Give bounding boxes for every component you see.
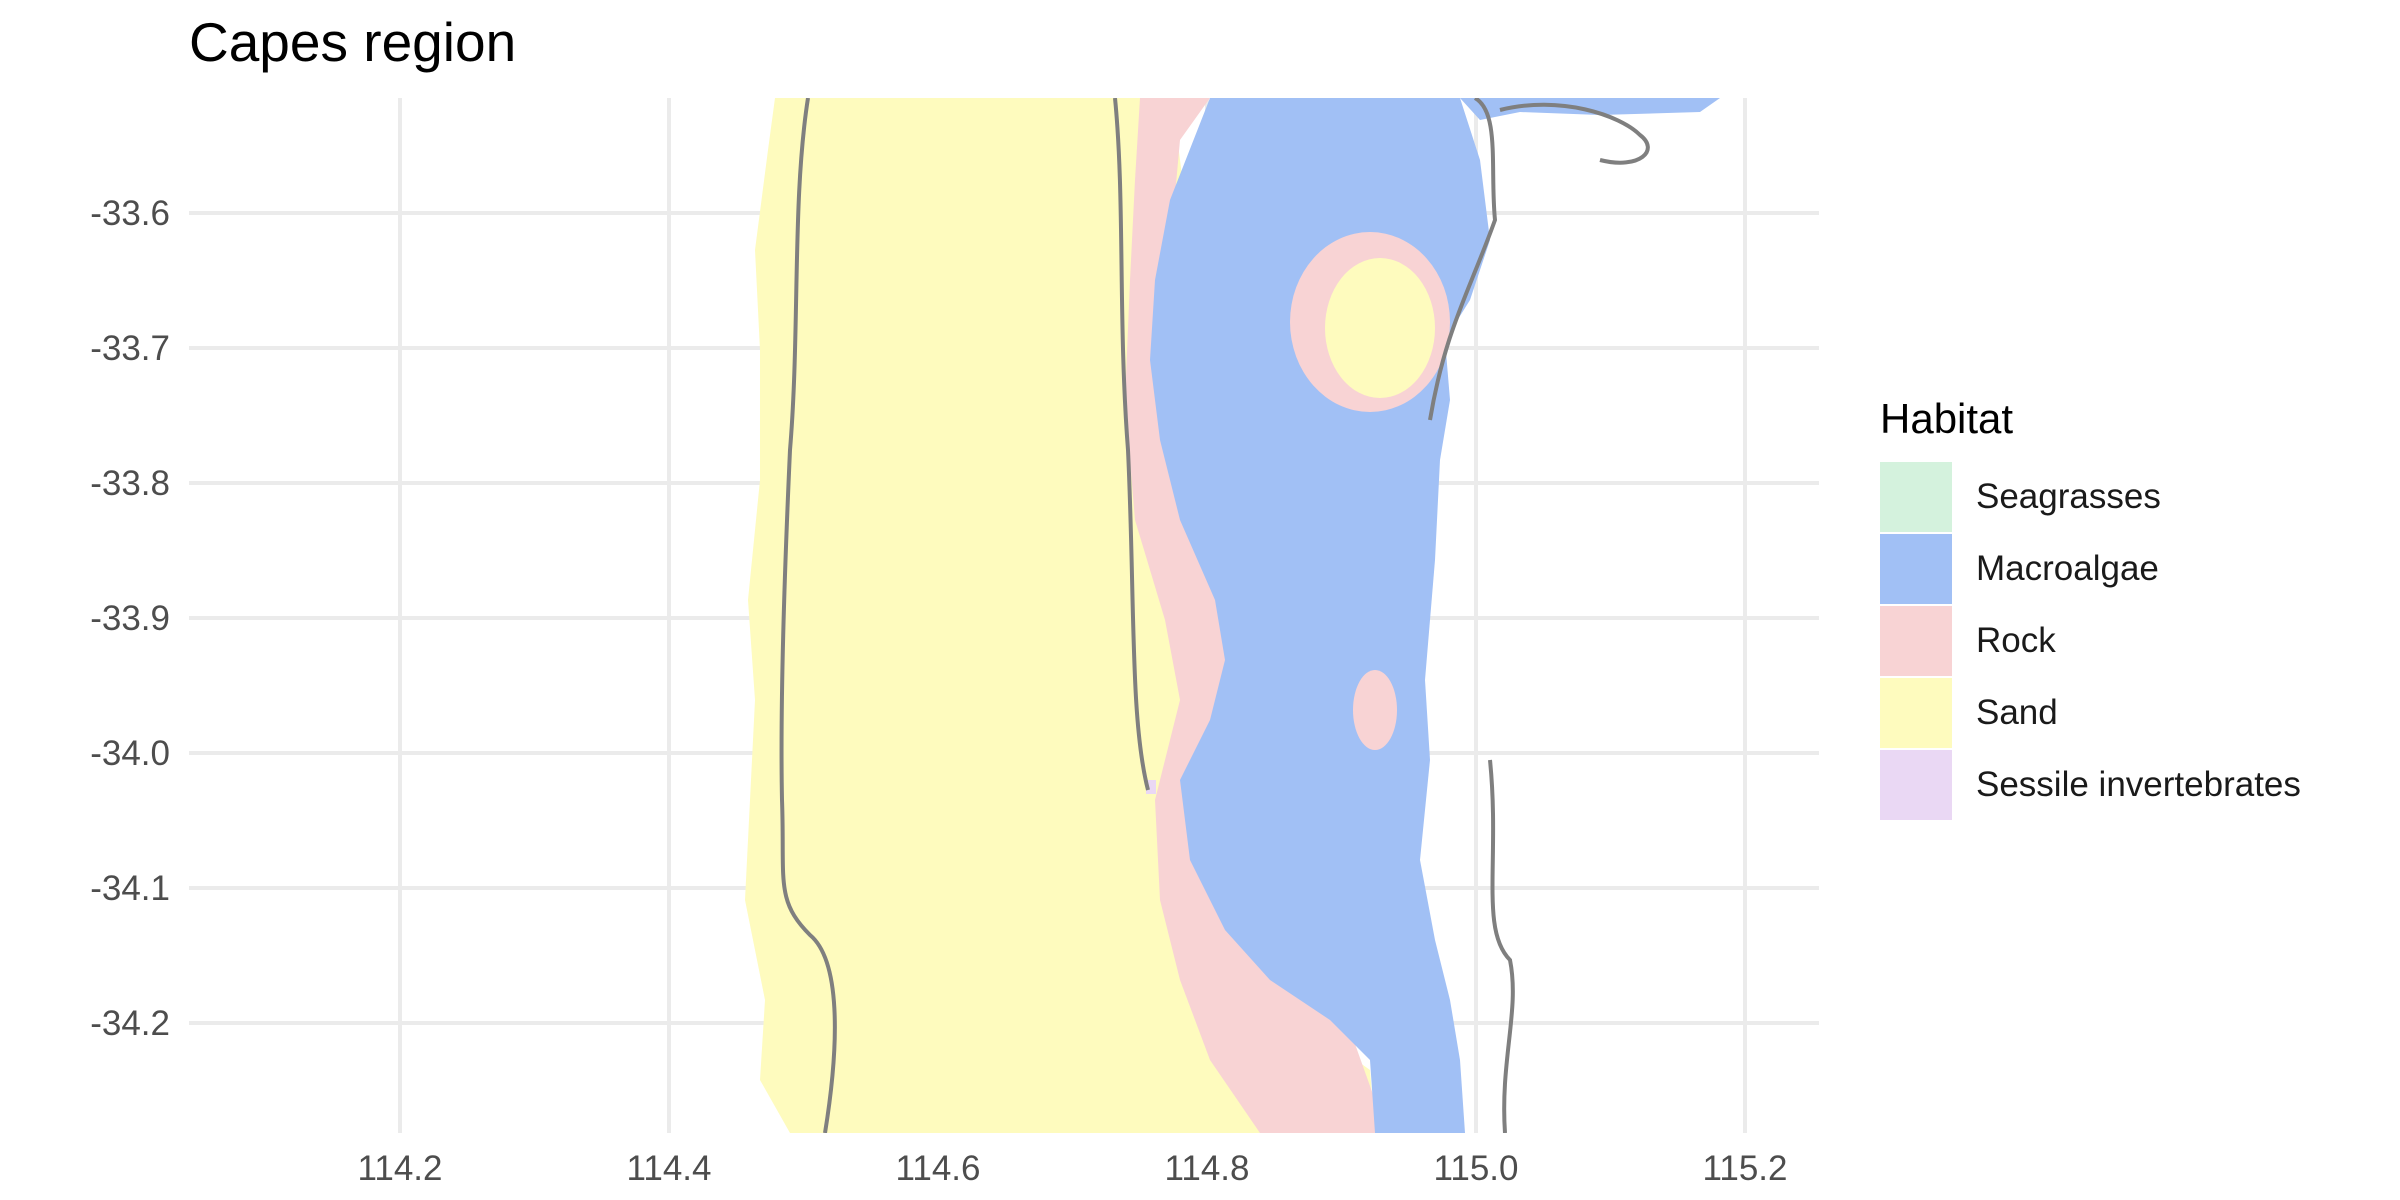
legend-title: Habitat	[1880, 395, 2014, 442]
rock-area	[1125, 98, 1375, 1133]
contour-coast	[1428, 98, 1498, 421]
contour-west	[779, 98, 837, 1133]
x-tick-label: 114.2	[358, 1149, 443, 1188]
legend-item: Sand	[1880, 677, 2301, 749]
x-tick-label: 114.8	[1165, 1149, 1250, 1188]
legend-label: Macroalgae	[1976, 549, 2159, 588]
contour-cape-north	[1499, 102, 1650, 165]
y-tick-label: -34.0	[90, 734, 170, 773]
bathymetry-contours	[779, 98, 1650, 1133]
x-tick-label: 115.0	[1434, 1149, 1519, 1188]
x-tick-label: 115.2	[1703, 1149, 1788, 1188]
map-title: Capes region	[189, 11, 517, 73]
sand-island	[1325, 258, 1435, 398]
contour-coast-south	[1488, 759, 1515, 1133]
legend-swatch	[1880, 534, 1952, 604]
legend-item: Rock	[1880, 605, 2301, 677]
y-tick-label: -34.2	[90, 1004, 170, 1043]
sand-area	[745, 98, 1375, 1133]
y-tick-label: -33.8	[90, 464, 170, 503]
legend-items: Seagrasses Macroalgae Rock Sand Sessile inve…	[1880, 461, 2301, 821]
y-tick-label: -34.1	[90, 869, 170, 908]
legend-item: Seagrasses	[1880, 461, 2301, 533]
legend-swatch	[1880, 750, 1952, 820]
legend-swatch	[1880, 678, 1952, 748]
legend-label: Sand	[1976, 693, 2058, 732]
legend-swatch	[1880, 462, 1952, 532]
x-axis: 114.2 114.4 114.6 114.8 115.0 115.2	[358, 1149, 1788, 1188]
legend-item: Sessile invertebrates	[1880, 749, 2301, 821]
sessile-patch	[1146, 780, 1156, 794]
y-axis: -33.6 -33.7 -33.8 -33.9 -34.0 -34.1 -34.2	[90, 194, 170, 1043]
legend: Habitat Seagrasses Macroalgae Rock Sand Sess…	[1880, 395, 2301, 821]
contour-middle	[1113, 98, 1150, 791]
y-tick-label: -33.6	[90, 194, 170, 233]
legend-label: Rock	[1976, 621, 2056, 660]
legend-swatch	[1880, 606, 1952, 676]
legend-label: Sessile invertebrates	[1976, 765, 2301, 804]
rock-patch	[1353, 670, 1397, 750]
x-tick-label: 114.4	[627, 1149, 712, 1188]
y-tick-label: -33.7	[90, 329, 170, 368]
legend-label: Seagrasses	[1976, 477, 2161, 516]
x-tick-label: 114.6	[896, 1149, 981, 1188]
y-tick-label: -33.9	[90, 599, 170, 638]
legend-item: Macroalgae	[1880, 533, 2301, 605]
